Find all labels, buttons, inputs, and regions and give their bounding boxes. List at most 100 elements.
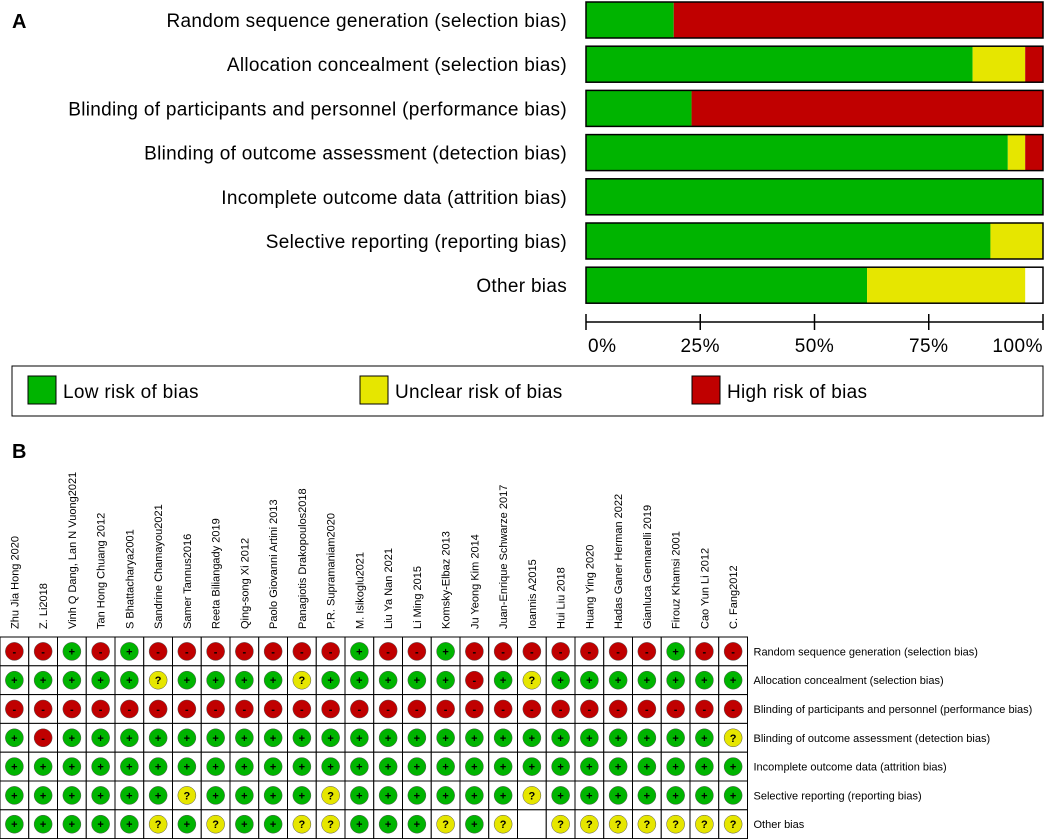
judgement-high-marker — [608, 699, 628, 719]
judgement-cell: + — [344, 636, 375, 667]
judgement-low-marker — [608, 728, 628, 748]
judgement-cell: - — [344, 694, 375, 724]
judgement-cell: - — [517, 694, 547, 724]
judgement-high-marker — [5, 699, 24, 719]
judgement-high-marker — [551, 642, 570, 661]
judgement-cell: - — [114, 694, 145, 724]
judgement-cell: ? — [574, 809, 605, 839]
judgement-unclear-marker — [321, 814, 340, 834]
judgement-cell: + — [430, 722, 461, 753]
judgement-symbol: ? — [529, 675, 536, 687]
bar-segment-low — [586, 178, 1043, 215]
judgement-low-marker — [263, 670, 283, 690]
judgement-symbol: + — [97, 675, 103, 687]
judgement-low-marker — [407, 814, 427, 834]
judgement-symbol: + — [40, 675, 46, 687]
judgement-symbol: + — [356, 790, 362, 802]
judgement-cell: ? — [315, 780, 346, 811]
judgement-low-marker — [235, 757, 254, 776]
judgement-low-marker — [206, 728, 225, 748]
judgement-high-marker — [350, 699, 369, 719]
judgement-cell: - — [315, 694, 346, 724]
judgement-low-marker — [33, 757, 53, 776]
judgement-low-marker — [580, 728, 599, 748]
judgement-cell: + — [143, 751, 173, 782]
judgement-symbol: + — [414, 675, 420, 687]
cell-border — [459, 636, 490, 667]
study-headers: Zhu Jia Hong 2020 Z. Li2018 Vinh Q Dang, L… — [9, 472, 740, 629]
judgement-low-marker — [378, 814, 398, 834]
judgement-cell: + — [200, 665, 231, 696]
judgement-symbol: + — [184, 675, 190, 687]
judgement-symbol: + — [327, 762, 333, 774]
judgement-low-marker — [580, 786, 599, 805]
study-label: Komsky-Elbaz 2013 — [441, 531, 453, 629]
judgement-cell: + — [430, 665, 461, 696]
judgement-symbol: - — [386, 704, 390, 716]
judgement-symbol: ? — [730, 733, 737, 745]
judgement-cell: + — [0, 722, 30, 753]
panel-b-label: B — [12, 441, 26, 463]
judgement-symbol: + — [69, 790, 75, 802]
judgement-low-marker — [608, 757, 628, 776]
judgement-low-marker — [522, 728, 542, 748]
judgement-symbol: + — [672, 790, 678, 802]
judgement-symbol: + — [672, 646, 678, 658]
judgement-cell: + — [402, 780, 432, 811]
judgement-symbol: + — [586, 733, 592, 745]
judgement-cell: + — [344, 722, 375, 753]
bar-segment-low — [586, 90, 692, 127]
judgement-symbol: - — [444, 704, 448, 716]
judgement-cell: + — [574, 751, 605, 782]
judgement-unclear-marker — [206, 814, 225, 834]
judgement-low-marker — [637, 786, 657, 805]
judgement-cell: ? — [287, 665, 317, 696]
judgement-symbol: + — [615, 762, 621, 774]
judgement-high-marker — [637, 642, 657, 661]
judgement-cell: ? — [200, 809, 231, 839]
judgement-cell: + — [430, 751, 461, 782]
judgement-symbol: ? — [557, 819, 564, 831]
judgement-cell: + — [344, 751, 375, 782]
judgement-cell: + — [660, 751, 691, 782]
judgement-symbol: + — [126, 790, 132, 802]
judgement-symbol: + — [126, 646, 132, 658]
judgement-symbol: + — [672, 733, 678, 745]
legend-frame — [11, 365, 1044, 417]
judgement-low-marker — [5, 814, 24, 834]
judgement-low-marker — [637, 670, 657, 690]
judgement-cell: + — [632, 665, 662, 696]
judgement-low-marker — [321, 670, 340, 690]
judgement-cell: + — [430, 780, 461, 811]
judgement-low-marker — [62, 642, 82, 661]
judgement-high-marker — [522, 699, 542, 719]
judgement-cell: + — [258, 751, 288, 782]
judgement-cell: + — [603, 780, 633, 811]
judgement-unclear-marker — [666, 814, 685, 834]
judgement-low-marker — [350, 757, 369, 776]
judgement-symbol: + — [557, 790, 563, 802]
judgement-low-marker — [177, 814, 197, 834]
judgement-low-marker — [436, 728, 455, 748]
judgement-low-marker — [120, 757, 139, 776]
judgement-cell: - — [200, 636, 231, 667]
judgement-cell: - — [200, 694, 231, 724]
judgement-symbol: + — [701, 762, 707, 774]
study-label: S Bhattacharya2001 — [124, 529, 136, 629]
judgement-high-marker — [436, 699, 455, 719]
judgement-symbol: ? — [155, 675, 162, 687]
judgement-high-marker — [148, 642, 168, 661]
judgement-cell: + — [0, 809, 30, 839]
judgement-high-marker — [407, 699, 427, 719]
judgement-cell: ? — [689, 809, 720, 839]
cell-border — [430, 751, 461, 782]
judgement-low-marker — [666, 757, 685, 776]
judgement-unclear-marker — [148, 814, 168, 834]
judgement-symbol: + — [155, 762, 161, 774]
judgement-symbol: + — [644, 790, 650, 802]
judgement-cell: + — [488, 780, 518, 811]
judgement-cell: + — [632, 780, 662, 811]
judgement-cell: + — [200, 780, 231, 811]
legend-swatch-low — [27, 375, 57, 405]
judgement-low-marker — [177, 670, 197, 690]
